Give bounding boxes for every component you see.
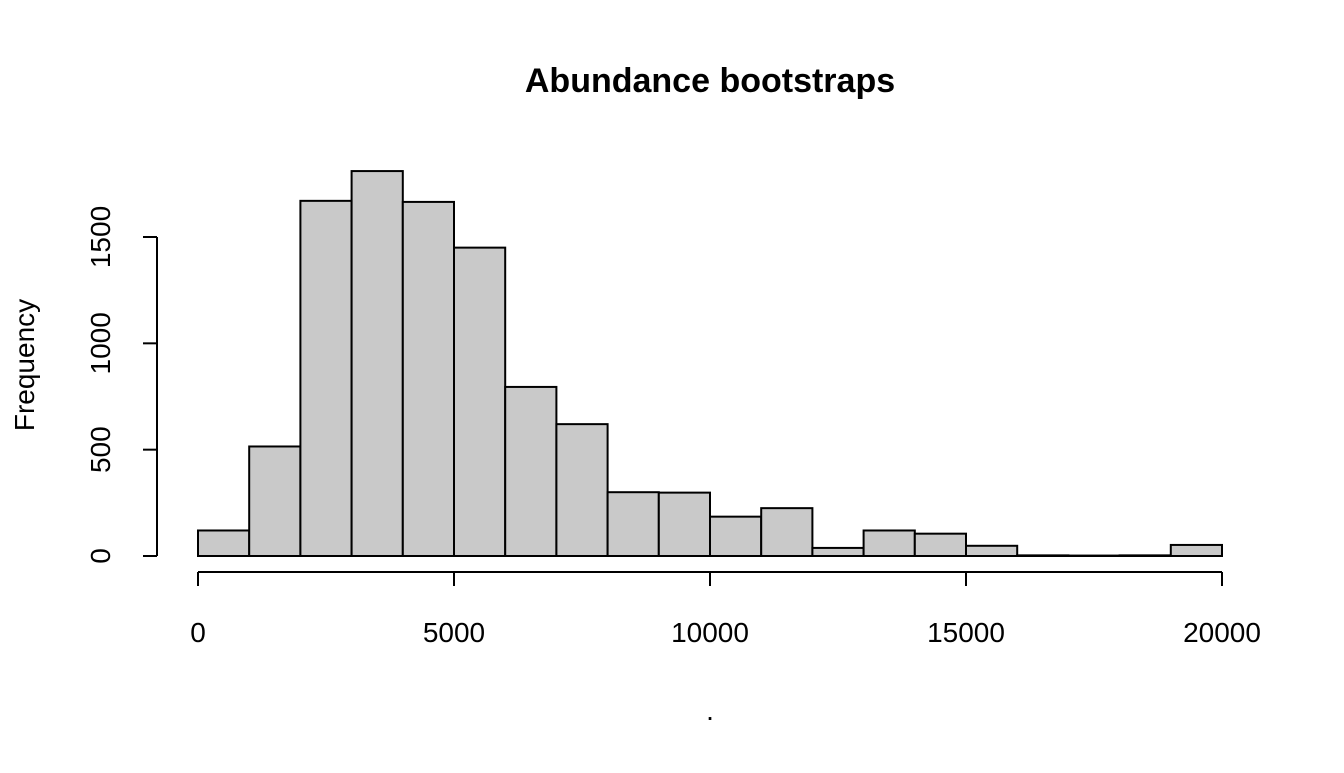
histogram-bar: [966, 546, 1017, 556]
histogram-bar: [659, 493, 710, 556]
histogram-bar: [710, 517, 761, 556]
y-tick-label: 500: [85, 426, 116, 473]
histogram-bar: [812, 548, 863, 556]
histogram-bar: [1120, 555, 1171, 556]
histogram-bar: [454, 248, 505, 556]
histogram-bar: [608, 492, 659, 556]
histogram-bar: [864, 530, 915, 556]
y-tick-label: 1500: [85, 206, 116, 268]
x-axis-label: .: [706, 695, 714, 726]
histogram-bar: [300, 201, 351, 556]
x-tick-label: 15000: [927, 617, 1005, 648]
histogram-bar: [352, 171, 403, 556]
histogram-bar: [1171, 545, 1222, 556]
x-tick-label: 5000: [423, 617, 485, 648]
histogram-bar: [915, 534, 966, 556]
y-tick-label: 0: [85, 548, 116, 564]
x-axis: 0 5000 10000 15000 20000: [190, 572, 1261, 648]
histogram-bar: [505, 387, 556, 556]
y-axis: 0 500 1000 1500: [85, 206, 157, 564]
x-tick-label: 20000: [1183, 617, 1261, 648]
chart-title: Abundance bootstraps: [525, 62, 895, 100]
y-axis-label: Frequency: [9, 299, 40, 431]
x-tick-label: 10000: [671, 617, 749, 648]
histogram-bar: [1017, 555, 1068, 556]
x-tick-label: 0: [190, 617, 206, 648]
histogram-bar: [249, 446, 300, 556]
bars-layer: [198, 171, 1222, 556]
histogram-bar: [198, 530, 249, 556]
y-tick-label: 1000: [85, 312, 116, 374]
histogram-bar: [761, 508, 812, 556]
histogram-bar: [556, 424, 607, 556]
histogram-bar: [403, 202, 454, 556]
